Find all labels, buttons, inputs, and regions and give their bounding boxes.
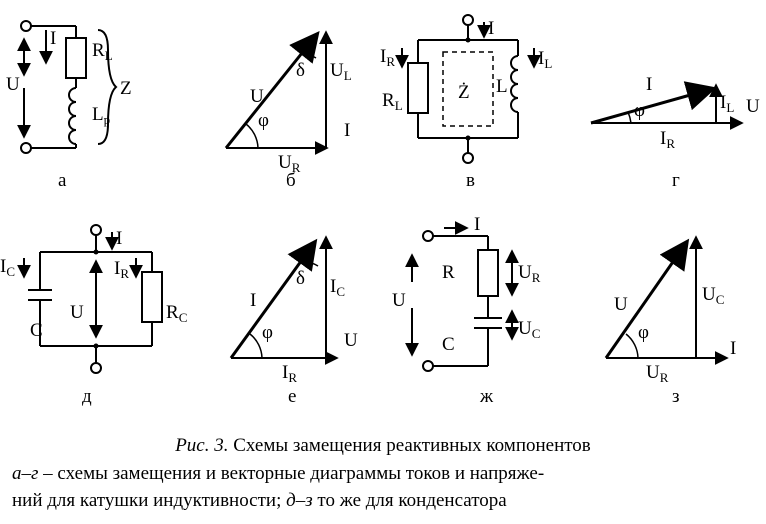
tag-z: з <box>672 386 680 407</box>
lbl-v-L: L <box>496 76 508 97</box>
panel-e: I IC IR U φ δ е <box>231 238 358 407</box>
svg-text:δ: δ <box>296 268 305 289</box>
caption-figlabel: Рис. 3. <box>175 435 228 456</box>
lbl-b-I: I <box>344 120 350 141</box>
svg-text:φ: φ <box>262 322 273 343</box>
panel-z: U UC UR I φ з <box>606 238 736 407</box>
lbl-a-Lp: L <box>92 104 104 125</box>
tag-g: г <box>672 170 680 191</box>
caption-range1: а–г <box>12 463 38 484</box>
svg-text:R: R <box>442 262 455 283</box>
svg-text:U: U <box>344 330 358 351</box>
svg-text:I: I <box>474 214 480 235</box>
panel-v: I IR IL L RL Ż в <box>380 15 552 191</box>
svg-text:I: I <box>730 338 736 359</box>
tag-zh: ж <box>479 386 494 407</box>
svg-text:UR: UR <box>646 362 669 385</box>
lbl-v-I: I <box>488 18 494 39</box>
svg-text:IC: IC <box>0 256 15 279</box>
caption-l1: – схемы замещения и векторные диаграммы … <box>38 463 544 484</box>
panel-g: I IR IL U φ г <box>591 74 760 191</box>
svg-text:UR: UR <box>518 262 541 285</box>
lbl-a-Z: Z <box>120 78 132 99</box>
svg-text:I: I <box>116 228 122 249</box>
svg-text:C: C <box>30 320 43 341</box>
svg-text:Lp: Lp <box>92 104 110 127</box>
svg-text:I: I <box>250 290 256 311</box>
svg-text:U: U <box>70 302 84 323</box>
lbl-b-U: U <box>250 86 264 107</box>
svg-text:UL: UL <box>330 60 352 83</box>
lbl-b-phi: φ <box>258 110 269 131</box>
tag-d: д <box>82 386 92 407</box>
tag-e: е <box>288 386 296 407</box>
caption-l2a: ний для катушки индуктивности; <box>12 490 286 511</box>
svg-text:IR: IR <box>660 128 675 151</box>
caption-l2b: то же для конденсатора <box>313 490 507 511</box>
svg-text:C: C <box>442 334 455 355</box>
lbl-a-RLs: L <box>105 48 113 63</box>
svg-text:IR: IR <box>282 362 297 385</box>
svg-text:IR: IR <box>380 46 395 69</box>
panel-d: I IC IR U C RC д <box>0 225 187 407</box>
lbl-a-Lps: p <box>104 112 111 127</box>
svg-text:RC: RC <box>166 302 187 325</box>
svg-text:U: U <box>746 96 760 117</box>
svg-text:U: U <box>614 294 628 315</box>
caption-title-text: Схемы замещения реактивных компонентов <box>233 435 591 456</box>
svg-text:IL: IL <box>538 48 552 71</box>
svg-text:IL: IL <box>720 92 734 115</box>
panel-a: I U RL Lp Z а <box>6 21 132 191</box>
svg-text:U: U <box>392 290 406 311</box>
lbl-a-RL: R <box>92 40 105 61</box>
lbl-a-I: I <box>50 28 56 49</box>
svg-text:I: I <box>646 74 652 95</box>
svg-text:φ: φ <box>638 322 649 343</box>
svg-text:UC: UC <box>702 284 724 307</box>
figure-caption: Рис. 3. Схемы замещения реактивных компо… <box>0 432 766 515</box>
caption-range2: д–з <box>286 490 313 511</box>
svg-text:φ: φ <box>634 100 645 121</box>
lbl-b-del: δ <box>296 60 305 81</box>
figure-svg: I U RL Lp Z а U UL UR I φ δ б I IR IL L … <box>0 0 766 430</box>
svg-text:IR: IR <box>114 258 129 281</box>
lbl-b-UL: U <box>330 60 344 81</box>
panel-zh: I U R C UR UC ж <box>392 214 541 407</box>
svg-text:RL: RL <box>382 90 403 113</box>
lbl-v-Z: Ż <box>458 82 470 103</box>
svg-text:UC: UC <box>518 318 540 341</box>
tag-v: в <box>466 170 475 191</box>
svg-text:RL: RL <box>92 40 113 63</box>
panel-b: U UL UR I φ δ б <box>226 33 352 191</box>
svg-text:IC: IC <box>330 276 345 299</box>
tag-b: б <box>286 170 296 191</box>
lbl-a-U: U <box>6 74 20 95</box>
tag-a: а <box>58 170 67 191</box>
